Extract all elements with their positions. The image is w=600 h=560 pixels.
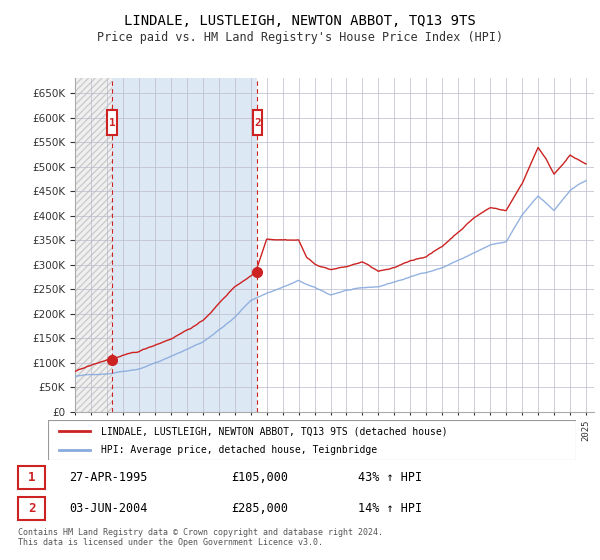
Text: 1: 1: [28, 470, 35, 483]
Text: £285,000: £285,000: [231, 502, 288, 515]
Text: 2: 2: [28, 502, 35, 515]
Bar: [75, 78, 112, 412]
Text: 1: 1: [109, 118, 115, 128]
Text: LINDALE, LUSTLEIGH, NEWTON ABBOT, TQ13 9TS (detached house): LINDALE, LUSTLEIGH, NEWTON ABBOT, TQ13 9…: [101, 426, 448, 436]
FancyBboxPatch shape: [107, 110, 117, 135]
FancyBboxPatch shape: [18, 497, 46, 520]
FancyBboxPatch shape: [253, 110, 262, 135]
Text: 2: 2: [254, 118, 261, 128]
Bar: [112, 78, 257, 412]
Text: £105,000: £105,000: [231, 470, 288, 483]
FancyBboxPatch shape: [18, 465, 46, 488]
Text: Contains HM Land Registry data © Crown copyright and database right 2024.
This d: Contains HM Land Registry data © Crown c…: [18, 528, 383, 547]
FancyBboxPatch shape: [48, 420, 576, 460]
Text: LINDALE, LUSTLEIGH, NEWTON ABBOT, TQ13 9TS: LINDALE, LUSTLEIGH, NEWTON ABBOT, TQ13 9…: [124, 14, 476, 28]
Text: Price paid vs. HM Land Registry's House Price Index (HPI): Price paid vs. HM Land Registry's House …: [97, 31, 503, 44]
Text: HPI: Average price, detached house, Teignbridge: HPI: Average price, detached house, Teig…: [101, 445, 377, 455]
Text: 43% ↑ HPI: 43% ↑ HPI: [358, 470, 422, 483]
Text: 14% ↑ HPI: 14% ↑ HPI: [358, 502, 422, 515]
Text: 27-APR-1995: 27-APR-1995: [70, 470, 148, 483]
Text: 03-JUN-2004: 03-JUN-2004: [70, 502, 148, 515]
